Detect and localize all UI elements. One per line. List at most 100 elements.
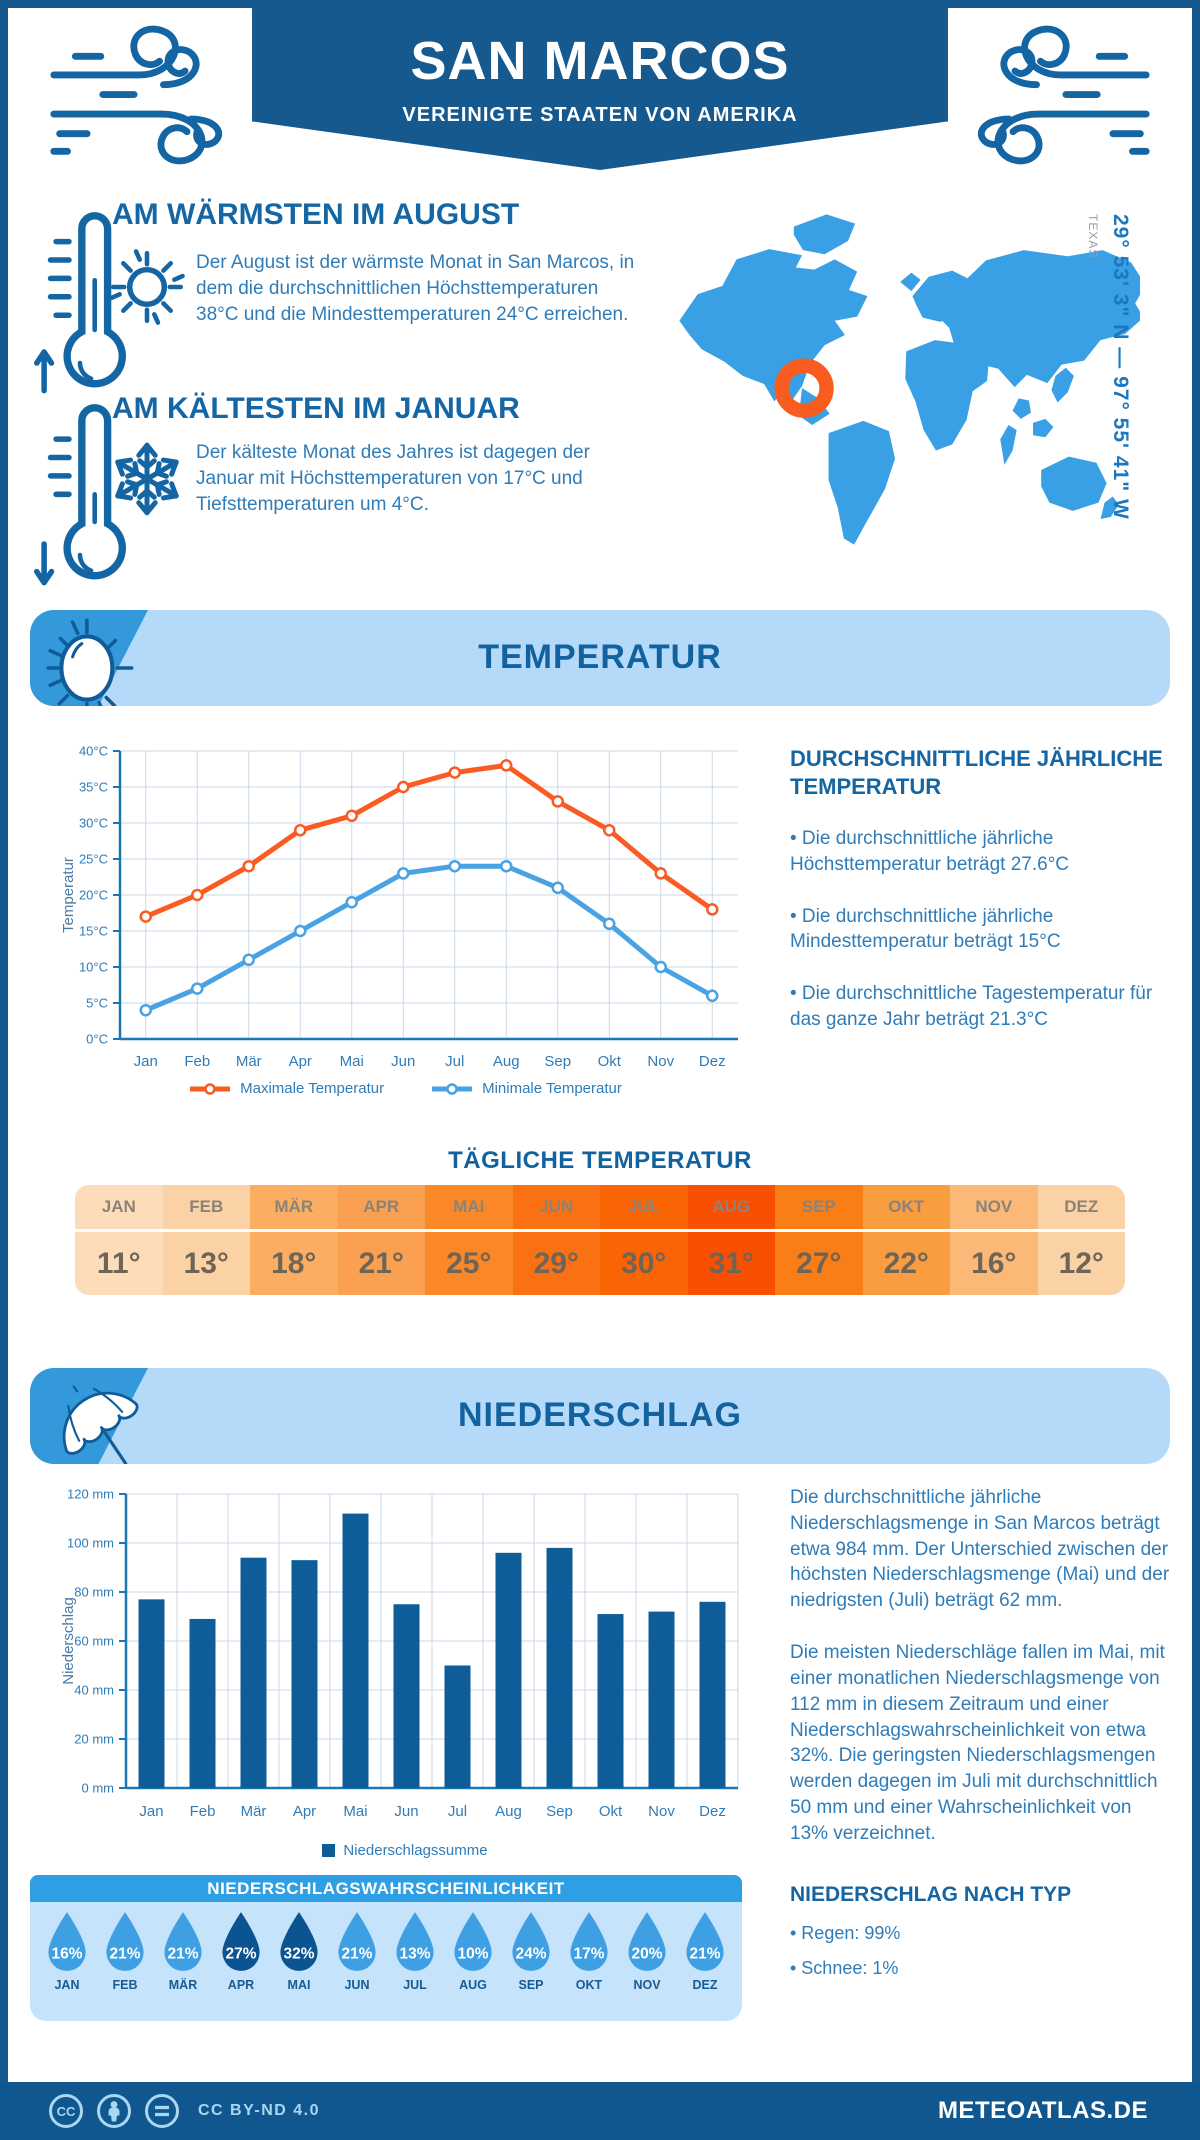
coldest-text: Der kälteste Monat des Jahres ist dagege… [196,442,590,516]
daily-temp-month: DEZ [1037,1185,1125,1232]
svg-text:Sep: Sep [544,1053,571,1070]
svg-text:20°C: 20°C [79,888,108,903]
svg-text:24%: 24% [516,1946,547,1963]
daily-temp-cell: JAN 11° [75,1185,163,1295]
legend-min-temperature: Minimale Temperatur [430,1080,622,1097]
warmest-text: Der August ist der wärmste Monat in San … [196,252,635,326]
svg-text:100 mm: 100 mm [67,1536,114,1551]
svg-text:Jul: Jul [448,1803,467,1820]
daily-temp-value: 16° [971,1246,1017,1280]
legend-label: Minimale Temperatur [482,1080,622,1097]
location-marker [774,358,834,418]
svg-text:21%: 21% [690,1946,721,1963]
svg-text:Niederschlag: Niederschlag [60,1597,77,1685]
svg-text:15°C: 15°C [79,924,108,939]
temperature-banner: TEMPERATUR [30,610,1170,706]
daily-temp-value: 25° [446,1246,492,1280]
precipitation-bar [138,1599,165,1788]
footer: CC CC BY-ND 4.0 METEOATLAS.DE [0,2082,1200,2140]
thermometer-up-icon [34,212,126,394]
svg-text:10°C: 10°C [79,960,108,975]
svg-text:Okt: Okt [598,1053,622,1070]
svg-text:21%: 21% [168,1946,199,1963]
precipitation-banner: NIEDERSCHLAG [30,1368,1170,1464]
precipitation-type-bullet: • Regen: 99% [790,1923,901,1944]
legend-label: Niederschlagssumme [343,1842,488,1859]
svg-text:Mär: Mär [236,1053,262,1070]
sun-banner-icon [46,618,134,706]
temperature-line-chart: 0°C 5°C 10°C 15°C 20°C 25°C 30°C 35°C 40°C Jan Feb… [60,735,750,1090]
coldest-title: AM KÄLTESTEN IM JANUAR [112,392,520,425]
precipitation-bar [597,1614,624,1788]
daily-temp-month: OKT [862,1185,950,1232]
daily-temperature-title: TÄGLICHE TEMPERATUR [448,1147,752,1174]
daily-temperature-table: JAN 11° FEB 13° MÄR 18° APR 21° MAI 25° JUN 29° JUL 3… [75,1185,1125,1295]
svg-text:Nov: Nov [647,1053,674,1070]
probability-droplet: 27% APR [216,1910,266,1992]
daily-temp-cell: FEB 13° [162,1185,250,1295]
precipitation-probability-box: NIEDERSCHLAGSWAHRSCHEINLICHKEIT 16% JAN 21… [30,1875,742,2021]
precipitation-text: Die durchschnittliche jährliche Niedersc… [790,1485,1172,1990]
page-subtitle: VEREINIGTE STAATEN VON AMERIKA [402,104,798,126]
probability-droplet: 24% SEP [506,1910,556,1992]
cc-nd-icon [145,2094,179,2128]
daily-temp-value: 11° [96,1246,141,1280]
daily-temp-cell: SEP 27° [775,1185,863,1295]
svg-text:25°C: 25°C [79,852,108,867]
daily-temp-month: JAN [75,1185,163,1232]
svg-text:Feb: Feb [190,1803,216,1820]
legend-max-temperature: Maximale Temperatur [188,1080,384,1097]
page-border-top [0,0,1200,8]
daily-temp-month: FEB [162,1185,250,1232]
precipitation-bar [393,1604,420,1788]
daily-temp-value: 29° [533,1246,579,1280]
daily-temp-cell: DEZ 12° [1037,1185,1125,1295]
thermometer-down-icon [34,404,126,586]
sun-icon [109,249,185,325]
svg-text:Nov: Nov [648,1803,675,1820]
daily-temp-month: AUG [687,1185,775,1232]
svg-text:Mai: Mai [340,1053,364,1070]
probability-droplet: 13% JUL [390,1910,440,1992]
wind-icon [50,25,223,165]
svg-text:20%: 20% [632,1946,663,1963]
temperature-summary-title: DURCHSCHNITTLICHE JÄHRLICHE TEMPERATUR [790,746,1163,799]
daily-temp-value: 30° [621,1246,667,1280]
cc-license-icons: CC CC BY-ND 4.0 [48,2093,320,2129]
svg-text:Jun: Jun [394,1803,418,1820]
summary-bullet: • Die durchschnittliche jährliche Mindes… [790,905,1061,953]
cc-icon: CC [49,2094,83,2128]
probability-droplet: 21% MÄR [158,1910,208,1992]
temperature-section-title: TEMPERATUR [478,638,722,676]
svg-text:13%: 13% [400,1946,431,1963]
svg-text:Sep: Sep [546,1803,573,1820]
daily-temp-cell: AUG 31° [687,1185,775,1295]
svg-text:Okt: Okt [599,1803,623,1820]
max-line-swatch [190,1082,231,1095]
probability-droplet: 16% JAN [42,1910,92,1992]
svg-text:120 mm: 120 mm [67,1487,114,1502]
svg-text:Mär: Mär [241,1803,267,1820]
daily-temp-cell: JUN 29° [512,1185,600,1295]
droplet-month-label: MÄR [168,1978,198,1992]
precipitation-bar [648,1611,675,1788]
probability-droplet: 21% JUN [332,1910,382,1992]
precipitation-bar [495,1552,522,1788]
license-label: CC BY-ND 4.0 [198,2102,321,2119]
droplet-month-label: SEP [518,1978,544,1992]
snowflake-icon [106,442,188,516]
svg-text:Jan: Jan [139,1803,163,1820]
svg-text:32%: 32% [284,1946,315,1963]
summary-bullet: • Die durchschnittliche jährliche Höchst… [790,828,1070,875]
map-coordinates: 29° 53' 3" N — 97° 55' 41" W [1109,214,1132,520]
legend-precipitation-sum: Niederschlagssumme [322,1842,488,1859]
page-border-left [0,0,8,2140]
svg-text:17%: 17% [574,1946,605,1963]
svg-text:21%: 21% [110,1946,141,1963]
wind-icon [977,25,1150,165]
cc-by-person-icon [97,2094,131,2128]
precipitation-type-bullet: • Schnee: 1% [790,1957,899,1978]
svg-text:Dez: Dez [699,1803,726,1820]
daily-temp-month: SEP [775,1185,863,1232]
svg-text:Feb: Feb [184,1053,210,1070]
